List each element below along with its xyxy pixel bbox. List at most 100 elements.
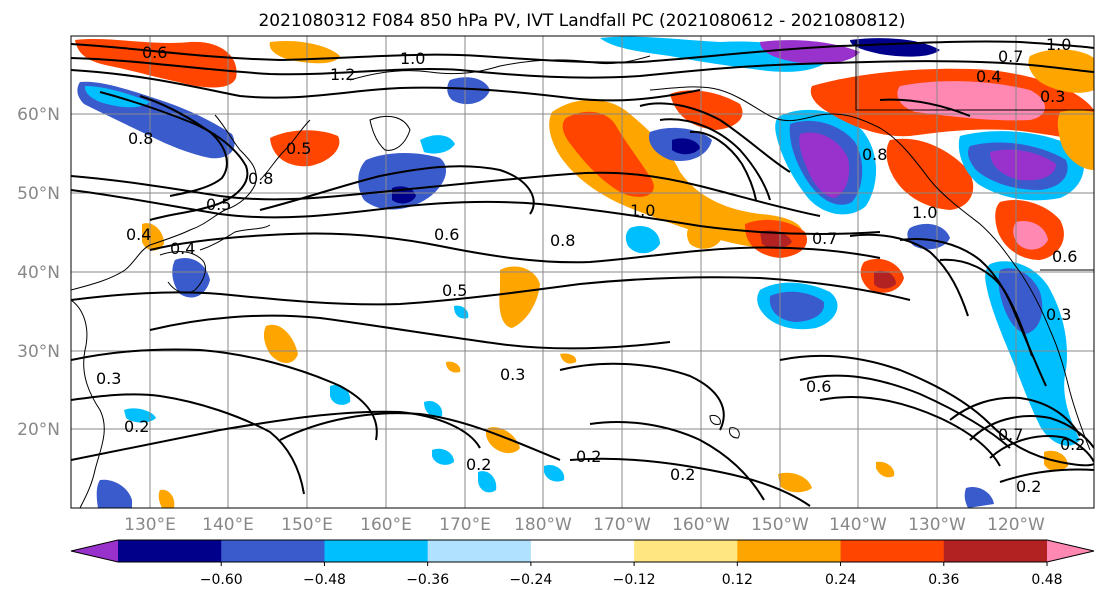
colorbar-tick-label: −0.12 [613, 572, 656, 588]
lon-label: 120°W [987, 515, 1045, 535]
ivt-contours [71, 40, 1094, 507]
pv-anomaly-shade [172, 258, 210, 298]
coastline [729, 427, 740, 439]
colorbar: −0.60 −0.48 −0.36 −0.24 −0.12 0.12 0.24 0.36 0.4… [70, 539, 1095, 588]
lat-label: 60°N [17, 105, 60, 125]
lon-label: 180°W [514, 515, 572, 535]
contour-labels: 0.6 1.2 1.0 1.0 0.7 0.4 0.3 0.8 0.5 0.8 … [96, 35, 1085, 496]
ivt-contour [71, 171, 821, 217]
contour-label: 0.7 [812, 229, 837, 248]
ivt-contour [999, 468, 1094, 483]
map-panel: 0.6 1.2 1.0 1.0 0.7 0.4 0.3 0.8 0.5 0.8 … [70, 35, 1095, 509]
coastline [71, 299, 105, 508]
colorbar-tick-label: −0.48 [303, 572, 346, 588]
lon-tick-labels: 130°E 140°E 150°E 160°E 170°E 180°W 170°… [124, 515, 1045, 535]
contour-label: 0.5 [286, 139, 311, 158]
pv-anomaly-shade [998, 268, 1043, 334]
contour-label: 0.5 [206, 195, 231, 214]
ivt-contour [139, 95, 228, 197]
pv-anomaly-shade [687, 223, 722, 249]
coastline [71, 114, 257, 291]
ivt-contour [149, 314, 671, 350]
ivt-contour [879, 98, 971, 117]
contour-label: 0.6 [806, 377, 831, 396]
colorbar-tick-label: −0.24 [509, 572, 552, 588]
contour-label: 0.2 [576, 447, 601, 466]
lon-label: 170°W [593, 515, 651, 535]
pv-anomaly-shade [424, 400, 443, 418]
contour-label: 0.3 [500, 365, 525, 384]
ivt-contour [659, 118, 771, 201]
lat-label: 20°N [17, 420, 60, 440]
contour-label: 0.2 [466, 455, 491, 474]
ivt-contour [71, 276, 911, 306]
ivt-contour [71, 348, 378, 441]
contour-label: 0.8 [248, 169, 273, 188]
ivt-contour [559, 362, 725, 431]
contour-label: 0.4 [126, 225, 151, 244]
ivt-contour [71, 189, 881, 235]
contour-label: 0.4 [170, 239, 195, 258]
contour-label: 0.8 [550, 231, 575, 250]
pv-anomaly-shade [886, 138, 974, 210]
pv-anomaly-shade [964, 486, 994, 508]
ivt-contour [969, 415, 1094, 449]
pv-anomaly-shade [778, 472, 812, 493]
pv-anomaly-shade [876, 461, 895, 478]
ivt-contour [799, 374, 1011, 449]
ivt-contour [589, 421, 765, 501]
ivt-contour [639, 102, 791, 173]
contour-label: 0.8 [862, 145, 887, 164]
coastline [199, 224, 271, 251]
graticule [71, 36, 1094, 508]
lon-label: 150°W [751, 515, 809, 535]
coastline [649, 86, 1091, 451]
contour-label: 0.6 [142, 43, 167, 62]
lon-label: 140°E [202, 515, 254, 535]
contour-label: 0.2 [124, 417, 149, 436]
contour-label: 1.0 [630, 201, 655, 220]
coastline [259, 119, 311, 181]
contour-label: 0.6 [434, 225, 459, 244]
lat-label: 40°N [17, 263, 60, 283]
colorbar-swatch [634, 540, 738, 562]
contour-label: 0.3 [96, 369, 121, 388]
pv-anomaly-shade [1057, 110, 1094, 170]
colorbar-swatch [840, 540, 945, 562]
pv-anomaly-shade [769, 291, 825, 322]
colorbar-tick-label: −0.60 [200, 572, 243, 588]
pv-anomaly-shade [432, 448, 454, 465]
pv-anomaly-shade [874, 270, 896, 289]
contour-label: 1.0 [912, 203, 937, 222]
colorbar-tick-label: 0.48 [1031, 572, 1062, 588]
pv-anomaly-shade [263, 324, 298, 363]
coastline [709, 415, 721, 425]
ivt-contour [819, 395, 1001, 467]
lon-label: 170°E [439, 515, 491, 535]
pv-anomaly-shade [760, 230, 792, 249]
pv-anomaly-shade [799, 132, 850, 198]
lat-label: 50°N [17, 184, 60, 204]
ivt-contour [689, 130, 757, 201]
colorbar-swatch [324, 540, 429, 562]
pv-anomaly-shade [499, 266, 540, 328]
ivt-contour [949, 396, 1081, 437]
colorbar-outline [70, 539, 1095, 563]
lon-label: 130°W [908, 515, 966, 535]
contour-label: 1.0 [1046, 35, 1071, 54]
pv-anomaly-shade [358, 153, 447, 210]
pv-anomaly-shade [670, 90, 743, 130]
contour-label: 0.5 [442, 281, 467, 300]
colorbar-tick-label: 0.12 [722, 572, 753, 588]
lon-label: 160°W [672, 515, 730, 535]
lat-tick-labels: 60°N 50°N 40°N 30°N 20°N [17, 105, 60, 440]
pv-anomaly-shade [1028, 49, 1094, 93]
pv-anomaly-shade [560, 353, 577, 364]
pv-shading [75, 36, 1094, 508]
ivt-contour [939, 258, 1033, 357]
colorbar-extend-max [1047, 540, 1094, 562]
pv-anomaly-shade [672, 138, 700, 155]
pv-anomaly-shade [124, 408, 156, 423]
colorbar-swatch [118, 540, 222, 562]
contour-label: 0.2 [1060, 435, 1085, 454]
